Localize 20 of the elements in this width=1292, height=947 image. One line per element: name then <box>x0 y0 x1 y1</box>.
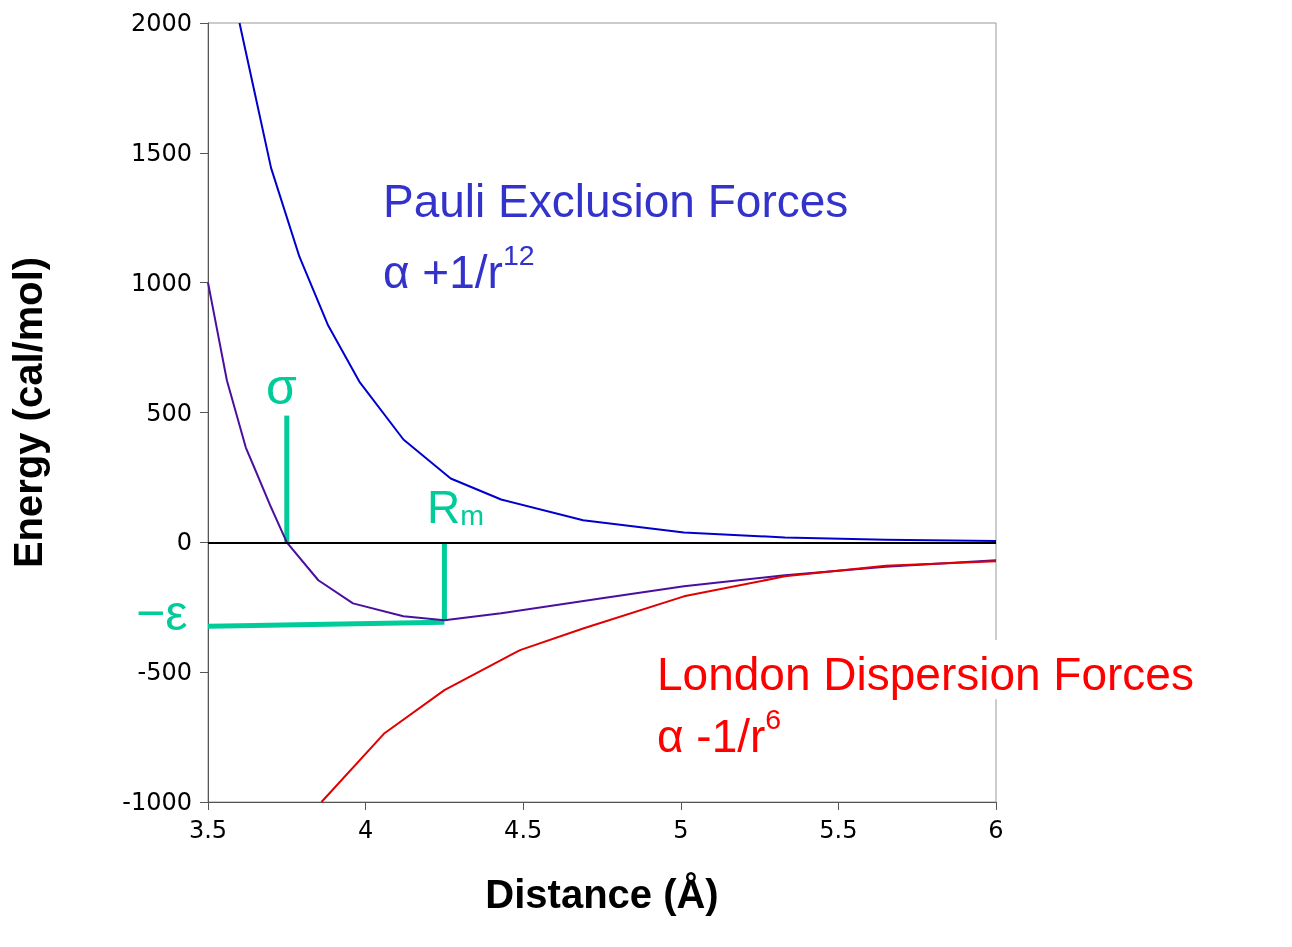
x-tick-label: 4 <box>357 816 374 844</box>
y-axis-title: Energy (cal/mol) <box>6 256 50 569</box>
annotation: Rm <box>427 481 484 533</box>
x-axis-title: Distance (Å) <box>485 872 719 916</box>
annotation: London Dispersion Forces <box>657 648 1194 701</box>
x-tick-label: 4.5 <box>504 816 543 844</box>
x-tick-label: 6 <box>988 816 1004 844</box>
x-tick-label: 5 <box>673 816 689 844</box>
x-tick-label: 5.5 <box>819 816 858 844</box>
x-tick-label: 3.5 <box>188 816 228 844</box>
annotation: Pauli Exclusion Forces <box>383 175 849 227</box>
y-tick-label: 1500 <box>130 138 192 167</box>
y-tick-label: 1000 <box>130 268 192 297</box>
y-tick-label: -500 <box>137 658 192 687</box>
y-tick-label: 2000 <box>130 9 192 37</box>
y-tick-label: 0 <box>176 528 192 557</box>
annotation: σ <box>266 359 297 415</box>
y-tick-label: -1000 <box>122 788 192 816</box>
y-tick-label: 500 <box>146 398 192 427</box>
text: −ε <box>136 585 188 641</box>
